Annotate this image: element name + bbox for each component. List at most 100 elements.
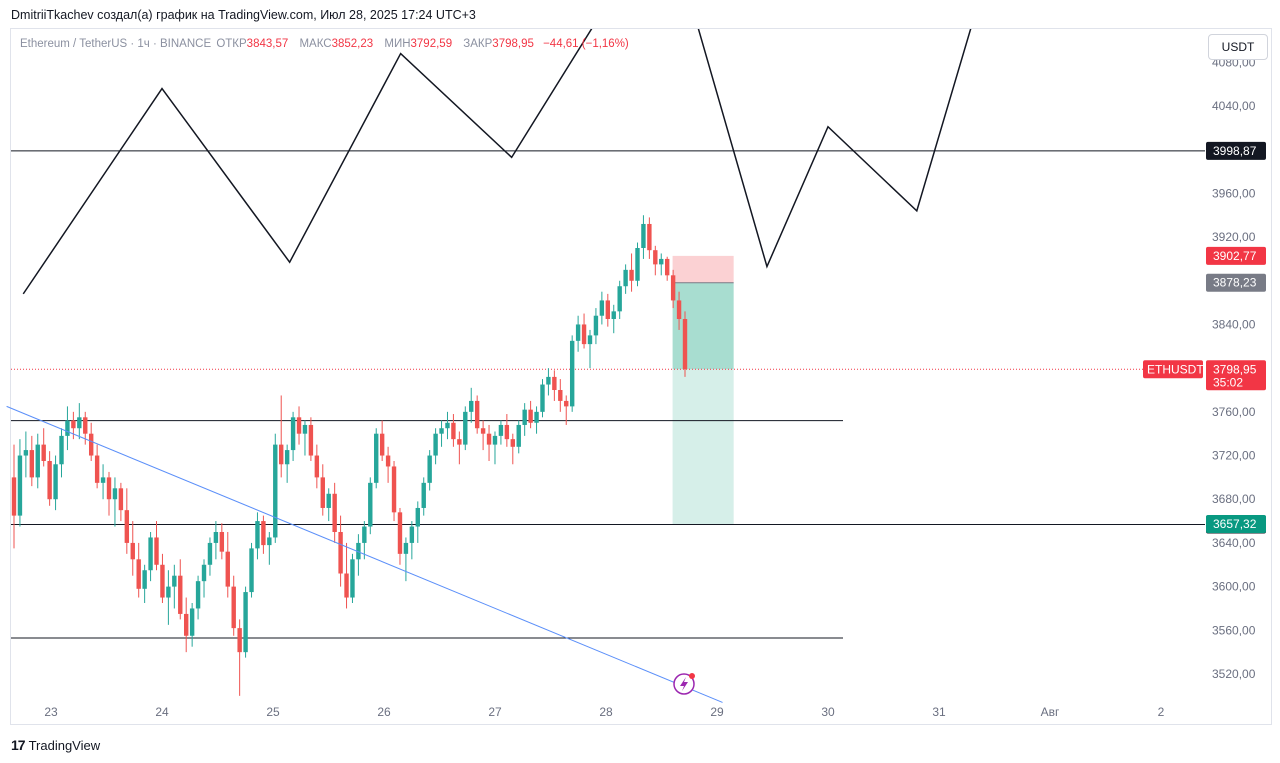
candle[interactable]	[385, 446, 391, 483]
candle[interactable]	[195, 575, 201, 620]
candle[interactable]	[207, 537, 213, 576]
candle[interactable]	[71, 411, 76, 440]
candle[interactable]	[261, 515, 266, 554]
candle[interactable]	[225, 532, 230, 598]
candle[interactable]	[474, 395, 480, 434]
level-price-label[interactable]: 3998,87	[1206, 141, 1266, 160]
candle[interactable]	[486, 424, 492, 461]
candle[interactable]	[118, 482, 124, 522]
candle[interactable]	[59, 428, 64, 478]
alert-icon[interactable]	[673, 673, 695, 695]
candle[interactable]	[35, 433, 40, 489]
candle[interactable]	[106, 471, 112, 516]
candle[interactable]	[391, 461, 397, 522]
candle[interactable]	[516, 420, 521, 454]
stop-price-label[interactable]: 3902,77	[1206, 246, 1266, 265]
candle[interactable]	[379, 420, 385, 461]
candle[interactable]	[332, 482, 337, 543]
candle[interactable]	[599, 291, 605, 325]
candle[interactable]	[23, 431, 29, 478]
candle[interactable]	[94, 444, 100, 489]
candle[interactable]	[237, 619, 242, 696]
candle[interactable]	[17, 439, 23, 527]
candle[interactable]	[130, 521, 135, 576]
candle[interactable]	[611, 304, 616, 334]
candle[interactable]	[498, 420, 504, 445]
candle[interactable]	[308, 417, 314, 461]
candle[interactable]	[617, 280, 622, 319]
candle[interactable]	[302, 420, 308, 456]
candle[interactable]	[219, 523, 225, 560]
candle[interactable]	[403, 537, 409, 582]
zigzag-projection[interactable]	[22, 0, 983, 295]
candle[interactable]	[142, 564, 147, 603]
candle[interactable]	[575, 315, 581, 352]
candle[interactable]	[172, 564, 177, 609]
candle[interactable]	[314, 444, 320, 489]
candle[interactable]	[368, 477, 373, 535]
candle[interactable]	[581, 313, 587, 349]
candle[interactable]	[433, 428, 438, 465]
candle[interactable]	[647, 217, 652, 259]
chart-area[interactable]	[10, 28, 1272, 725]
candle[interactable]	[112, 477, 118, 527]
profit-zone-active[interactable]	[672, 282, 734, 370]
candle[interactable]	[682, 311, 688, 377]
candle[interactable]	[504, 414, 510, 447]
candle[interactable]	[528, 400, 533, 429]
candle[interactable]	[659, 253, 664, 276]
candle[interactable]	[344, 542, 349, 609]
candle[interactable]	[451, 414, 456, 447]
candle[interactable]	[641, 215, 646, 259]
currency-button[interactable]: USDT	[1208, 34, 1268, 60]
candle[interactable]	[510, 433, 515, 465]
candle[interactable]	[255, 512, 260, 560]
candle[interactable]	[231, 575, 236, 636]
candle[interactable]	[184, 597, 189, 653]
candle[interactable]	[415, 501, 420, 543]
candle[interactable]	[587, 329, 593, 369]
candle[interactable]	[154, 521, 159, 571]
candle[interactable]	[65, 406, 70, 451]
candle[interactable]	[522, 403, 527, 436]
take-profit-zone[interactable]	[672, 369, 734, 525]
candle[interactable]	[326, 488, 331, 522]
candle[interactable]	[166, 570, 171, 625]
candle[interactable]	[243, 586, 248, 658]
candle[interactable]	[564, 395, 569, 425]
symbol-name[interactable]: Ethereum / TetherUS · 1ч · BINANCE	[20, 38, 212, 50]
candle[interactable]	[670, 269, 676, 309]
candle[interactable]	[136, 542, 141, 598]
candle[interactable]	[100, 464, 106, 500]
candle[interactable]	[552, 370, 557, 401]
candle[interactable]	[350, 553, 355, 603]
candle[interactable]	[296, 406, 302, 445]
candle[interactable]	[124, 488, 130, 554]
candle[interactable]	[273, 433, 278, 543]
candle[interactable]	[356, 534, 361, 576]
candle[interactable]	[160, 553, 165, 603]
candle[interactable]	[338, 515, 343, 587]
candle[interactable]	[569, 335, 575, 412]
candle[interactable]	[178, 559, 183, 620]
candle[interactable]	[320, 464, 325, 516]
candle[interactable]	[29, 435, 35, 487]
candle[interactable]	[374, 428, 379, 489]
candle[interactable]	[664, 256, 670, 281]
candle[interactable]	[11, 444, 17, 549]
candle[interactable]	[53, 455, 58, 511]
candle[interactable]	[284, 444, 290, 483]
candle[interactable]	[629, 253, 634, 292]
candle[interactable]	[534, 406, 539, 434]
candle[interactable]	[189, 603, 195, 647]
candle[interactable]	[540, 379, 545, 418]
candle[interactable]	[290, 411, 296, 461]
candle[interactable]	[457, 431, 462, 465]
candle[interactable]	[267, 532, 272, 565]
candle[interactable]	[605, 293, 611, 327]
candle[interactable]	[546, 368, 551, 396]
candle[interactable]	[469, 387, 474, 423]
entry-price-label[interactable]: 3878,23	[1206, 273, 1266, 292]
candle[interactable]	[635, 242, 640, 287]
candle[interactable]	[439, 420, 444, 447]
